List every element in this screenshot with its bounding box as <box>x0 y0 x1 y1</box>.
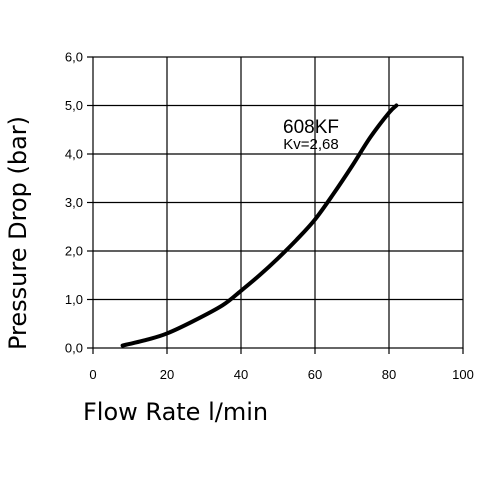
y-tick-labels: 0,0 1,0 2,0 3,0 4,0 5,0 6,0 <box>65 50 83 356</box>
data-point <box>147 337 151 341</box>
grid-lines <box>87 56 464 354</box>
x-axis-title: Flow Rate l/min <box>83 398 268 426</box>
data-point <box>369 135 373 139</box>
annotation-model: 608KF <box>283 117 339 138</box>
data-point <box>258 273 262 277</box>
x-tick-label: 80 <box>382 367 396 382</box>
y-tick-label: 6,0 <box>65 50 83 65</box>
plot-frame <box>92 56 464 349</box>
series-line <box>120 103 399 348</box>
annotation-kv: Kv=2,68 <box>283 136 338 153</box>
y-tick-label: 0,0 <box>65 341 83 356</box>
data-point <box>394 104 398 108</box>
x-tick-label: 20 <box>160 367 174 382</box>
x-tick-label: 60 <box>308 367 322 382</box>
y-tick-label: 5,0 <box>65 98 83 113</box>
data-point <box>221 303 225 307</box>
data-point <box>165 331 169 335</box>
y-tick-label: 2,0 <box>65 244 83 259</box>
data-point <box>121 344 125 348</box>
x-tick-label: 0 <box>89 367 96 382</box>
data-point <box>387 111 391 115</box>
data-points <box>121 104 399 348</box>
data-point <box>332 192 336 196</box>
data-point <box>313 217 317 221</box>
data-point <box>191 319 195 323</box>
data-point <box>276 256 280 260</box>
x-tick-labels: 0 20 40 60 80 100 <box>89 367 473 382</box>
data-point <box>239 289 243 293</box>
data-point <box>350 164 354 168</box>
x-tick-label: 100 <box>452 367 474 382</box>
x-tick-label: 40 <box>234 367 248 382</box>
data-point <box>295 238 299 242</box>
y-tick-label: 3,0 <box>65 195 83 210</box>
y-tick-label: 4,0 <box>65 147 83 162</box>
y-tick-label: 1,0 <box>65 292 83 307</box>
y-axis-title: Pressure Drop (bar) <box>4 116 32 350</box>
